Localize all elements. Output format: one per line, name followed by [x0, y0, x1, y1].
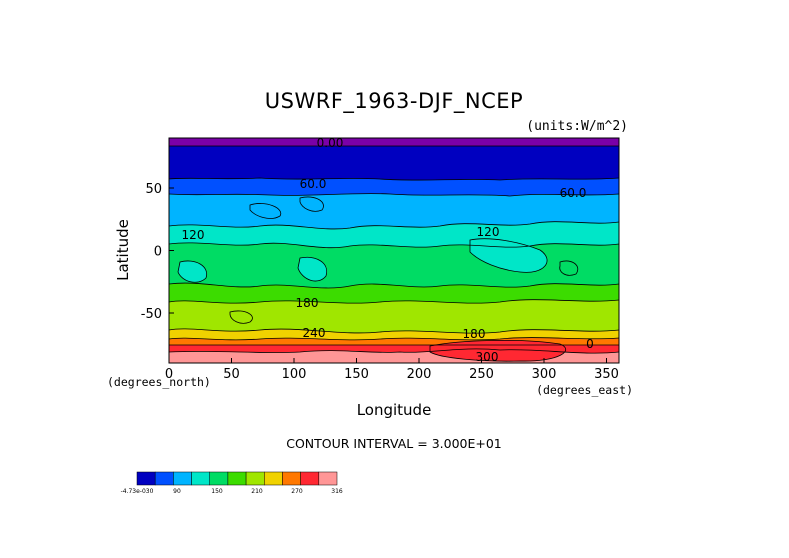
- y-tick-label: -50: [141, 307, 162, 322]
- colorbar-swatch: [227, 471, 247, 486]
- colorbar-swatch: [191, 471, 210, 486]
- colorbar-label: 270: [291, 488, 303, 495]
- contour-interval-text: CONTOUR INTERVAL = 3.000E+01: [286, 436, 502, 451]
- band-150-180: [169, 283, 619, 304]
- y-axis-sublabel: (degrees_north): [107, 375, 211, 389]
- colorbar-label: 90: [173, 488, 181, 495]
- colorbar-label: 210: [251, 488, 263, 495]
- contour-label: 120: [182, 228, 205, 242]
- filled-contours: 0.00 60.0 60.0 120 120 180 180 240 300 0: [169, 136, 619, 364]
- contour-label: 180: [296, 296, 319, 310]
- chart-title: USWRF_1963-DJF_NCEP: [265, 89, 523, 114]
- colorbar-label: 316: [331, 488, 343, 495]
- x-tick-label: 0: [165, 367, 173, 382]
- colorbar-label: 150: [211, 488, 223, 495]
- contour-label: 300: [476, 350, 499, 364]
- contour-label: 0.00: [317, 136, 344, 150]
- x-tick-label: 150: [344, 367, 369, 382]
- colorbar-swatch: [282, 471, 301, 486]
- band-north-pole: [169, 138, 619, 146]
- x-tick-label: 300: [532, 367, 557, 382]
- band-210-240: [169, 328, 619, 340]
- band-30-60: [169, 178, 619, 196]
- x-axis-ticks: 0 50 100 150 200 250 300 350: [165, 358, 619, 382]
- y-tick-label: 0: [154, 245, 162, 260]
- colorbar-swatch: [264, 471, 283, 486]
- colorbar-label: -4.73e-030: [121, 488, 154, 495]
- x-tick-label: 50: [223, 367, 240, 382]
- patch-teal-mid: [298, 257, 327, 282]
- colorbar-swatch: [300, 471, 320, 486]
- contour-label: 60.0: [300, 177, 327, 191]
- x-tick-label: 350: [594, 367, 619, 382]
- x-tick-label: 100: [282, 367, 307, 382]
- contour-lines: [169, 145, 619, 362]
- x-tick-label: 200: [407, 367, 432, 382]
- y-axis-label: Latitude: [114, 219, 132, 281]
- contour-label: 0: [586, 337, 594, 351]
- plot-area: 0.00 60.0 60.0 120 120 180 180 240 300 0…: [141, 136, 620, 382]
- x-tick-label: 250: [469, 367, 494, 382]
- colorbar-swatch: [173, 471, 192, 486]
- colorbar-swatch: [209, 471, 229, 486]
- contour-value-labels: 0.00 60.0 60.0 120 120 180 180 240 300 0: [182, 136, 594, 364]
- x-axis-label: Longitude: [357, 401, 432, 419]
- contour-label: 120: [477, 225, 500, 239]
- patch-red-south: [430, 340, 566, 362]
- band-0-30: [169, 146, 619, 181]
- band-120-150: [169, 242, 619, 288]
- colorbar-swatch: [136, 471, 156, 486]
- patch-teal-west: [178, 260, 207, 283]
- units-label: (units:W/m^2): [526, 119, 628, 134]
- band-60-90: [169, 193, 619, 229]
- colorbar-swatch: [318, 471, 338, 486]
- colorbar: -4.73e-030 90 150 210 270 316: [121, 471, 343, 495]
- contour-label: 180: [463, 327, 486, 341]
- colorbar-swatch: [154, 471, 174, 486]
- contour-label: 60.0: [560, 186, 587, 200]
- x-axis-sublabel: (degrees_east): [536, 383, 633, 397]
- y-axis-ticks: 50 0 -50: [141, 182, 174, 322]
- contour-label: 240: [303, 326, 326, 340]
- y-tick-label: 50: [145, 182, 162, 197]
- band-180-210: [169, 299, 619, 334]
- colorbar-swatch: [245, 471, 265, 486]
